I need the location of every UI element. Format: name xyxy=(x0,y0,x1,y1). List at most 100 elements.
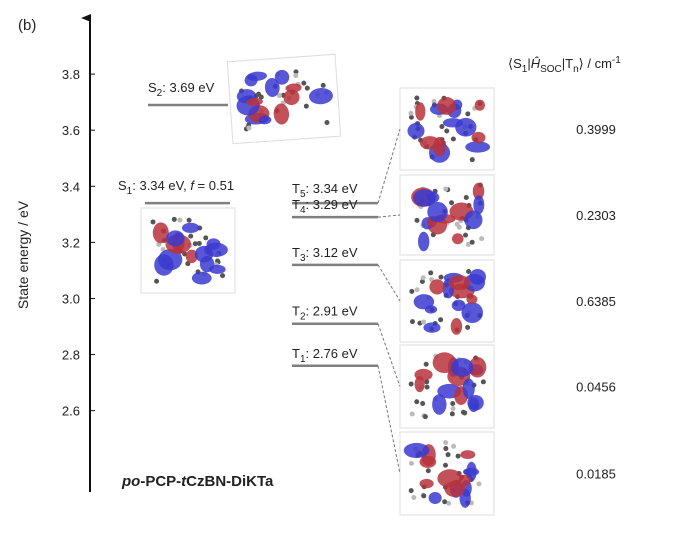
state-index: 3 xyxy=(300,253,306,264)
level-label: T3: 3.12 eV xyxy=(292,245,358,264)
soc-header-part: 1 xyxy=(522,64,528,75)
atom xyxy=(408,460,414,466)
atom xyxy=(445,452,451,458)
orbital-image xyxy=(399,259,495,343)
orbital-lobe xyxy=(403,442,430,459)
level-label: T1: 2.76 eV xyxy=(292,346,358,365)
state-index: 1 xyxy=(300,354,306,365)
y-tick-label: 2.6 xyxy=(62,404,80,419)
atom xyxy=(446,500,452,506)
atom xyxy=(420,275,426,281)
atom xyxy=(203,235,209,241)
atom xyxy=(443,440,449,446)
state: T xyxy=(292,245,300,260)
note-symbol: f xyxy=(190,178,195,193)
orbital-lobe xyxy=(473,195,485,215)
atom xyxy=(428,270,434,276)
soc-header-part: Ĥ xyxy=(531,56,541,71)
level-label: S2: 3.69 eV xyxy=(148,80,215,99)
atom xyxy=(409,411,415,417)
atom xyxy=(466,269,472,275)
atom xyxy=(414,287,420,293)
connector xyxy=(377,323,401,387)
atom xyxy=(443,186,449,192)
atom xyxy=(408,381,414,387)
energy-label: : 2.91 eV xyxy=(306,304,358,319)
orbital-lobe xyxy=(428,492,442,504)
atom xyxy=(424,384,430,390)
atom xyxy=(463,232,469,238)
energy-label: : 3.29 eV xyxy=(306,197,358,212)
orbital-image xyxy=(399,174,495,256)
atom xyxy=(408,488,414,494)
y-tick-label: 3.8 xyxy=(62,67,80,82)
energy-label: : 3.34 eV xyxy=(306,181,358,196)
atom xyxy=(186,217,192,223)
atom xyxy=(420,401,426,407)
atom xyxy=(454,221,460,227)
orbital-lobe xyxy=(407,123,425,139)
energy-label: : 2.76 eV xyxy=(306,346,358,361)
orbital-lobe xyxy=(419,455,437,468)
orbital-image xyxy=(226,53,342,145)
energy-label: : 3.12 eV xyxy=(306,245,358,260)
y-tick-label: 3.0 xyxy=(62,291,80,306)
orbital-lobe xyxy=(283,89,300,106)
orbital-lobe xyxy=(448,275,471,291)
orbital-lobe xyxy=(246,97,263,107)
atom xyxy=(469,239,475,245)
level-label: S1: 3.34 eV, f = 0.51 xyxy=(118,178,234,197)
orbital-lobe xyxy=(442,118,463,128)
atom xyxy=(451,443,457,449)
orbital-lobe xyxy=(427,192,440,203)
orbital-lobe xyxy=(181,222,200,234)
atom xyxy=(450,401,456,407)
orbital-lobe xyxy=(191,271,212,285)
soc-header-part: -1 xyxy=(612,55,621,66)
soc-header-part: |T xyxy=(562,56,573,71)
state: S xyxy=(148,80,157,95)
y-axis-label: State energy / eV xyxy=(15,200,31,309)
compound-part: CzBN-DiKTa xyxy=(186,473,274,490)
atom xyxy=(293,69,299,75)
energy-label: : 3.69 eV xyxy=(162,80,214,95)
orbital-lobe xyxy=(258,115,272,125)
atom xyxy=(246,125,252,131)
orbital-lobe xyxy=(460,450,476,460)
level-label: T2: 2.91 eV xyxy=(292,304,358,323)
atom xyxy=(192,241,198,247)
atom xyxy=(171,216,177,222)
atom xyxy=(324,120,330,126)
y-tick-label: 3.2 xyxy=(62,235,80,250)
orbital-lobe xyxy=(273,103,290,125)
state-index: 2 xyxy=(157,88,163,99)
orbital-lobe xyxy=(427,201,448,223)
atom xyxy=(465,111,471,117)
atom xyxy=(177,217,183,223)
atom xyxy=(439,124,445,130)
orbital-lobe xyxy=(462,467,480,476)
orbital-lobe xyxy=(423,322,441,333)
orbital-lobe xyxy=(437,97,457,115)
orbital-lobe xyxy=(452,233,464,245)
compound-part: -PCP- xyxy=(140,473,181,490)
connector xyxy=(377,128,401,204)
atom xyxy=(443,446,449,452)
soc-header-part: | xyxy=(527,56,530,71)
atom xyxy=(450,406,456,412)
soc-header: ⟨S1|ĤSOC|Tn⟩ / cm-1 xyxy=(508,55,621,75)
atom xyxy=(154,278,160,284)
connector xyxy=(377,365,401,474)
orbital-lobe xyxy=(419,136,440,150)
soc-header-part: n xyxy=(573,64,579,75)
atom xyxy=(188,233,194,239)
atom xyxy=(450,136,456,142)
atom xyxy=(220,273,226,279)
atom xyxy=(442,462,448,468)
atom xyxy=(414,217,420,223)
atom xyxy=(423,361,429,367)
atom xyxy=(479,236,485,242)
orbital-lobe xyxy=(471,131,486,144)
atom xyxy=(455,453,461,459)
orbital-lobe xyxy=(309,87,333,105)
